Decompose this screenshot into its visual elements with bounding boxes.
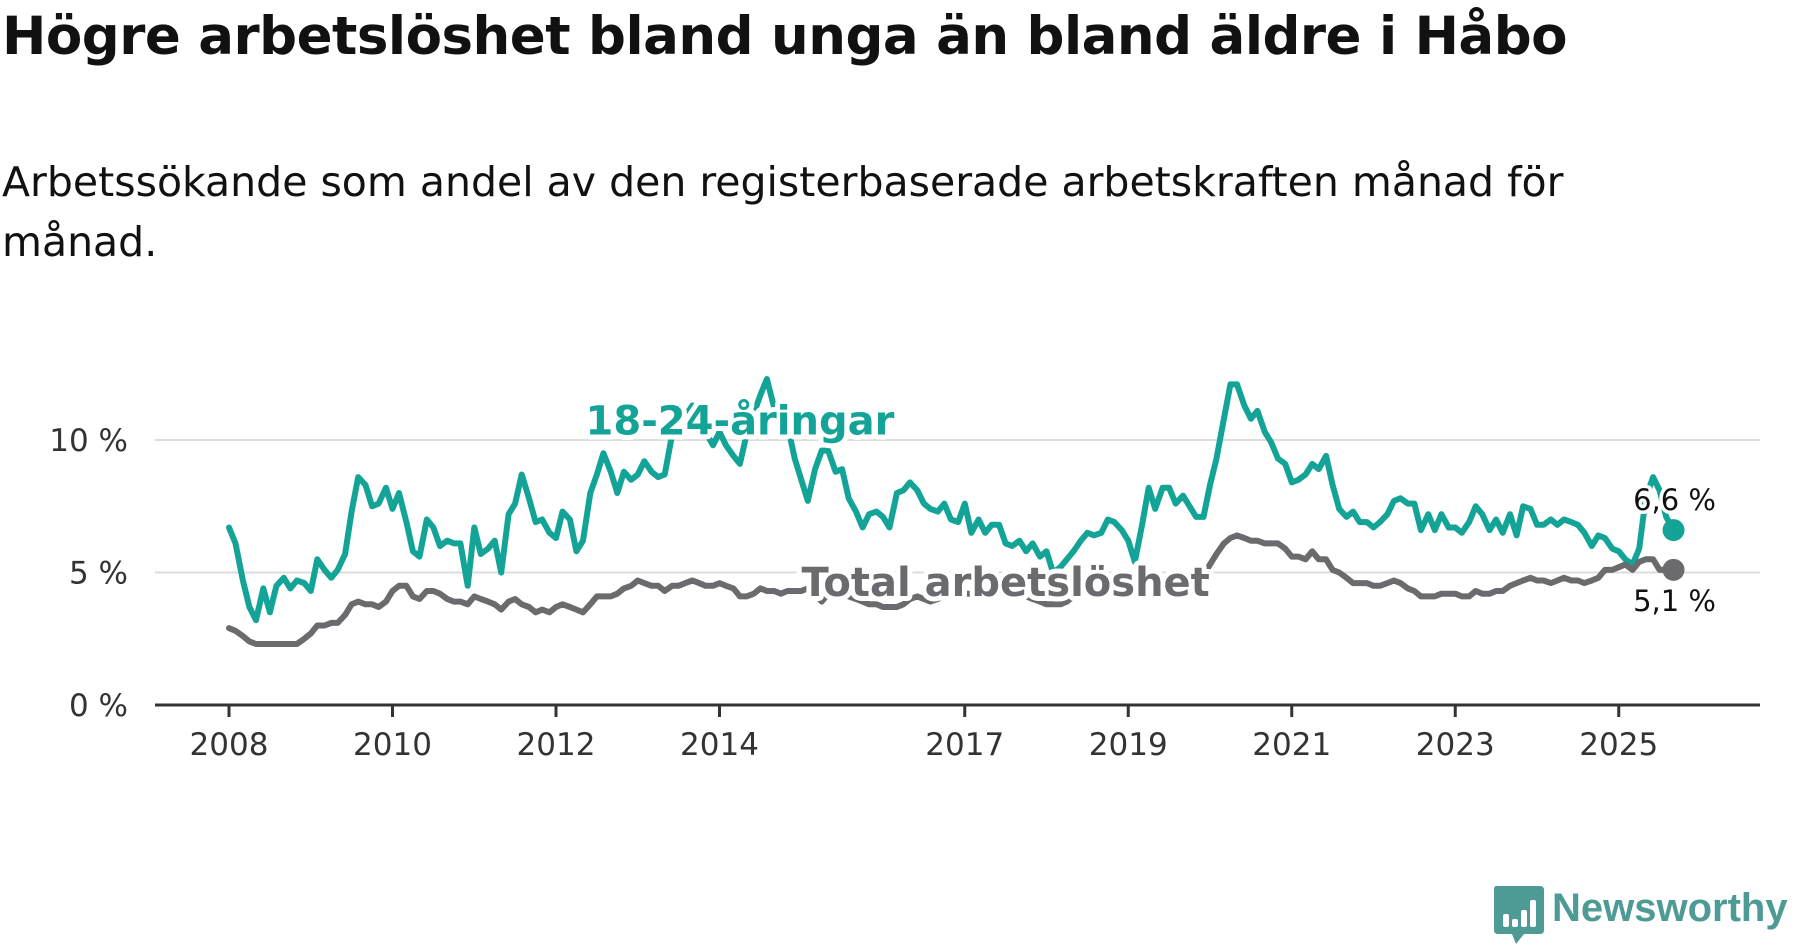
series-line-youth xyxy=(226,376,1677,624)
series-label-total: Total arbetslöshet xyxy=(801,560,1209,606)
bar-chart-icon xyxy=(1494,886,1544,944)
x-tick-label: 2019 xyxy=(1089,727,1168,763)
gridlines xyxy=(155,439,1760,574)
series-labels: 6,6 % 18-24-åringar 5,1 % Total arbetslöshe… xyxy=(581,392,1720,621)
x-tick-label: 2023 xyxy=(1416,727,1495,763)
x-tick-label: 2012 xyxy=(517,727,596,763)
x-tick-label: 2010 xyxy=(353,727,432,763)
x-tick-label: 2021 xyxy=(1252,727,1331,763)
x-tick-label: 2014 xyxy=(680,727,759,763)
axes: 0 % 5 % 10 % 2008 2010 2012 2014 2017 2019 2021 20… xyxy=(49,423,1760,763)
x-tick-label: 2017 xyxy=(925,727,1004,763)
chart-subtitle: Arbetssökande som andel av den registerb… xyxy=(2,158,1564,266)
end-value-label-total: 5,1 % xyxy=(1633,584,1716,618)
end-value-label-youth: 6,6 % xyxy=(1633,483,1716,517)
chart-title: Högre arbetslöshet bland unga än bland ä… xyxy=(2,6,1568,67)
y-tick-label: 10 % xyxy=(49,423,128,459)
end-point-total xyxy=(1662,558,1685,581)
y-tick-label: 5 % xyxy=(69,556,128,592)
series xyxy=(226,376,1685,647)
end-point-youth xyxy=(1662,519,1685,542)
newsworthy-logo: Newsworthy xyxy=(1488,884,1800,948)
brand-name: Newsworthy xyxy=(1552,886,1788,930)
x-tick-label: 2025 xyxy=(1579,727,1658,763)
y-tick-label: 0 % xyxy=(69,688,128,724)
series-line-total xyxy=(226,532,1677,647)
series-label-youth: 18-24-åringar xyxy=(586,397,895,444)
x-tick-label: 2008 xyxy=(190,727,269,763)
